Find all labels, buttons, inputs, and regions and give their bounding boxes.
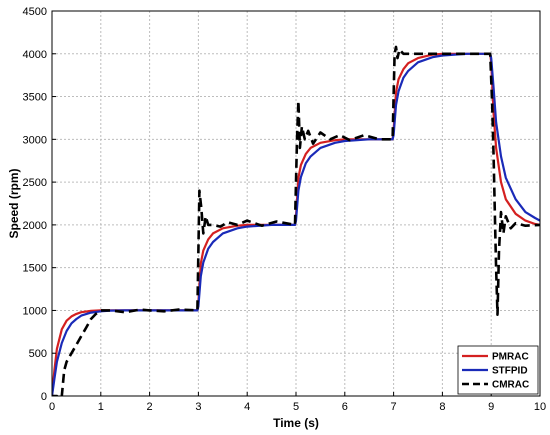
y-tick-label: 4500 xyxy=(23,6,47,18)
x-tick-label: 10 xyxy=(534,401,546,413)
x-tick-label: 5 xyxy=(293,401,299,413)
y-tick-label: 1000 xyxy=(23,305,47,317)
y-tick-label: 2000 xyxy=(23,220,47,232)
x-tick-label: 4 xyxy=(244,401,250,413)
y-tick-label: 3500 xyxy=(23,92,47,104)
x-tick-label: 6 xyxy=(342,401,348,413)
x-tick-label: 1 xyxy=(98,401,104,413)
x-tick-label: 9 xyxy=(488,401,494,413)
legend: PMRAC STFPID CMRAC xyxy=(457,345,539,395)
y-tick-label: 1500 xyxy=(23,263,47,275)
legend-label-stfpid: STFPID xyxy=(492,366,528,377)
y-tick-label: 2500 xyxy=(23,177,47,189)
y-tick-label: 4000 xyxy=(23,49,47,61)
y-tick-label: 0 xyxy=(41,391,47,403)
series-line-cmrac xyxy=(52,45,540,396)
x-axis-label: Time (s) xyxy=(273,416,319,430)
x-tick-label: 8 xyxy=(439,401,445,413)
y-tick-label: 500 xyxy=(29,348,47,360)
legend-label-cmrac: CMRAC xyxy=(492,380,529,391)
x-tick-label: 2 xyxy=(147,401,153,413)
x-tick-label: 0 xyxy=(49,401,55,413)
y-tick-labels: 0 500 1000 1500 2000 2500 3000 3500 4000 4500 xyxy=(23,6,47,403)
legend-label-pmrac: PMRAC xyxy=(492,352,529,363)
y-tick-label: 3000 xyxy=(23,134,47,146)
x-tick-label: 7 xyxy=(391,401,397,413)
y-axis-label: Speed (rpm) xyxy=(7,168,21,238)
series-layer xyxy=(52,45,540,396)
x-tick-label: 3 xyxy=(195,401,201,413)
x-tick-labels: 0 1 2 3 4 5 6 7 8 9 10 xyxy=(49,401,546,413)
